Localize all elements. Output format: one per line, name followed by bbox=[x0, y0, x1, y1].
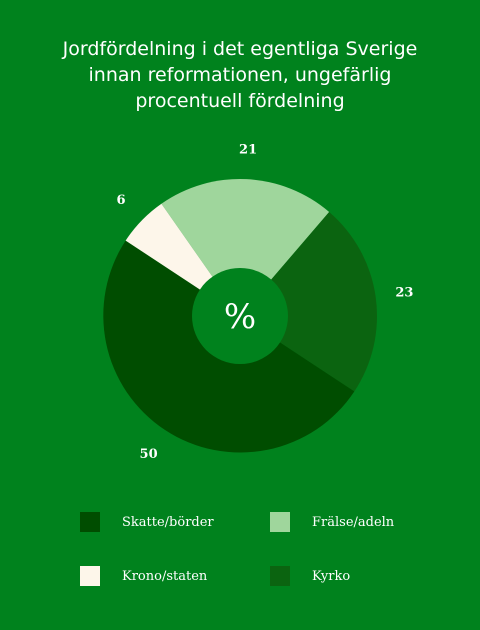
legend-item: Kyrko bbox=[270, 566, 420, 586]
legend-swatch bbox=[270, 566, 290, 586]
legend-item: Frälse/adeln bbox=[270, 512, 420, 532]
pie-slice bbox=[240, 211, 378, 392]
slice-value-label: 21 bbox=[239, 143, 257, 158]
slice-value-label: 23 bbox=[395, 285, 413, 300]
legend-swatch bbox=[270, 512, 290, 532]
chart-title-line: Jordfördelning i det egentliga Sverige bbox=[62, 38, 418, 60]
center-percent-label: % bbox=[224, 297, 256, 337]
legend-swatch bbox=[80, 566, 100, 586]
slice-value-label: 50 bbox=[140, 447, 158, 462]
pie-slice bbox=[161, 179, 330, 316]
slice-value-label: 6 bbox=[116, 193, 125, 208]
legend-label: Frälse/adeln bbox=[312, 514, 395, 530]
chart-title: Jordfördelning i det egentliga Sverige i… bbox=[30, 36, 450, 114]
pie-center bbox=[192, 268, 288, 364]
legend-label: Skatte/börder bbox=[122, 514, 214, 530]
legend-item: Krono/staten bbox=[80, 566, 270, 586]
legend-swatch bbox=[80, 512, 100, 532]
legend: Skatte/börder Frälse/adeln Krono/staten … bbox=[80, 512, 420, 586]
legend-label: Kyrko bbox=[312, 568, 351, 584]
chart-title-line: innan reformationen, ungefärlig bbox=[88, 64, 392, 86]
chart-title-line: procentuell fördelning bbox=[135, 90, 345, 112]
legend-item: Skatte/börder bbox=[80, 512, 270, 532]
legend-label: Krono/staten bbox=[122, 568, 208, 584]
